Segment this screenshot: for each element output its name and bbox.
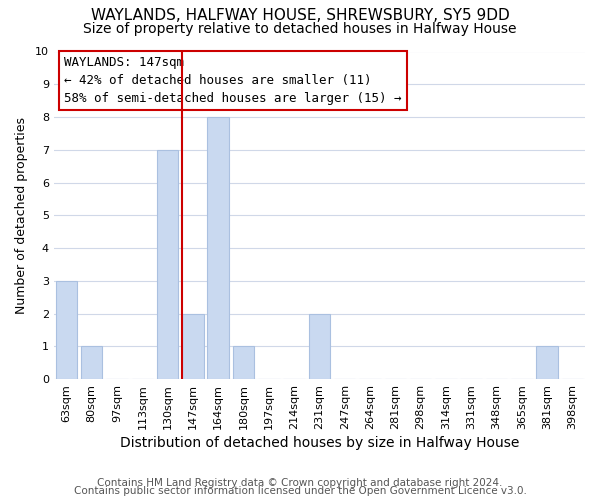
- Bar: [208, 117, 229, 379]
- Bar: [233, 346, 254, 379]
- Text: Contains public sector information licensed under the Open Government Licence v3: Contains public sector information licen…: [74, 486, 526, 496]
- Text: WAYLANDS: 147sqm
← 42% of detached houses are smaller (11)
58% of semi-detached : WAYLANDS: 147sqm ← 42% of detached house…: [64, 56, 402, 106]
- Text: Size of property relative to detached houses in Halfway House: Size of property relative to detached ho…: [83, 22, 517, 36]
- Text: Contains HM Land Registry data © Crown copyright and database right 2024.: Contains HM Land Registry data © Crown c…: [97, 478, 503, 488]
- Bar: [182, 314, 203, 379]
- Text: WAYLANDS, HALFWAY HOUSE, SHREWSBURY, SY5 9DD: WAYLANDS, HALFWAY HOUSE, SHREWSBURY, SY5…: [91, 8, 509, 22]
- X-axis label: Distribution of detached houses by size in Halfway House: Distribution of detached houses by size …: [120, 436, 519, 450]
- Bar: [56, 281, 77, 379]
- Y-axis label: Number of detached properties: Number of detached properties: [15, 117, 28, 314]
- Bar: [81, 346, 103, 379]
- Bar: [157, 150, 178, 379]
- Bar: [536, 346, 558, 379]
- Bar: [308, 314, 330, 379]
